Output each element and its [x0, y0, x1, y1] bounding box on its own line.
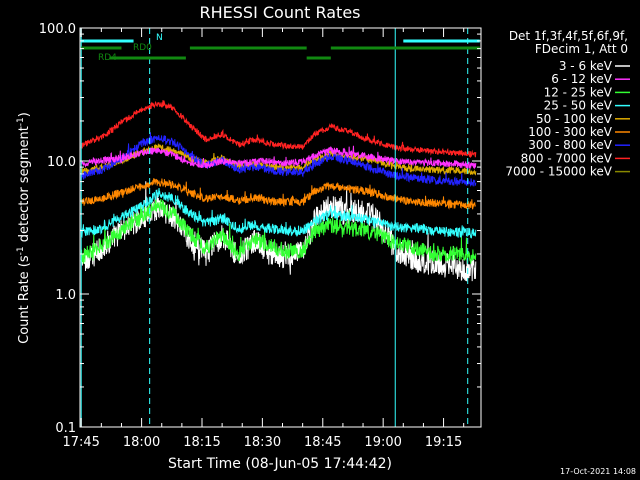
- series-line-5: [80, 178, 476, 210]
- y-tick-label: 0.1: [55, 421, 76, 436]
- annotation-label-n: N: [156, 33, 163, 43]
- plot-frame: [79, 27, 482, 428]
- x-axis-label: Start Time (08-Jun-05 17:44:42): [168, 456, 392, 472]
- x-tick-label: 18:30: [244, 435, 281, 450]
- x-tick-label: 18:45: [304, 435, 341, 450]
- y-tick-label: 10.0: [47, 155, 76, 170]
- x-tick-label: 18:00: [123, 435, 160, 450]
- legend-header-line-1: Det 1f,3f,4f,5f,6f,9f,: [509, 29, 628, 43]
- y-axis-label-main: Count Rate (s: [17, 255, 32, 344]
- legend-label-0: 3 - 6 keV: [559, 59, 613, 73]
- series-line-1: [80, 145, 477, 170]
- footer-timestamp: 17-Oct-2021 14:08: [560, 467, 636, 476]
- x-tick-label: 18:15: [183, 435, 220, 450]
- x-tick-label: 19:00: [364, 435, 401, 450]
- legend-label-8: 7000 - 15000 keV: [505, 165, 612, 179]
- legend-label-3: 25 - 50 keV: [544, 99, 613, 113]
- legend-label-4: 50 - 100 keV: [536, 112, 613, 126]
- legend-label-6: 300 - 800 keV: [528, 138, 612, 152]
- x-tick-label: 17:45: [62, 435, 99, 450]
- y-axis-label: Count Rate (s-1 detector segment-1): [16, 112, 32, 344]
- y-axis-label-sup2: -1: [16, 117, 26, 126]
- series-line-2: [80, 198, 477, 264]
- legend-label-7: 800 - 7000 keV: [521, 151, 613, 165]
- annotation-label-rd0: RD0: [133, 43, 152, 53]
- series-line-6: [80, 132, 477, 188]
- legend-label-1: 6 - 12 keV: [551, 72, 613, 86]
- x-tick-label: 19:15: [425, 435, 462, 450]
- y-tick-label: 1.0: [55, 288, 76, 303]
- y-axis-label-mid: detector segment: [17, 126, 32, 246]
- y-axis-label-sup1: -1: [16, 246, 26, 255]
- y-tick-label: 100.0: [39, 22, 76, 37]
- legend: Det 1f,3f,4f,5f,6f,9f, FDecim 1, Att 0 3…: [505, 29, 630, 179]
- legend-label-5: 100 - 300 keV: [528, 125, 612, 139]
- y-axis-label-end: ): [17, 112, 32, 117]
- annotation-label-rd4: RD4: [98, 53, 117, 63]
- chart-title: RHESSI Count Rates: [200, 3, 361, 22]
- series-line-3: [80, 187, 477, 239]
- legend-header-line-2: FDecim 1, Att 0: [535, 42, 628, 56]
- series-line-7: [80, 100, 477, 158]
- legend-label-2: 12 - 25 keV: [544, 85, 613, 99]
